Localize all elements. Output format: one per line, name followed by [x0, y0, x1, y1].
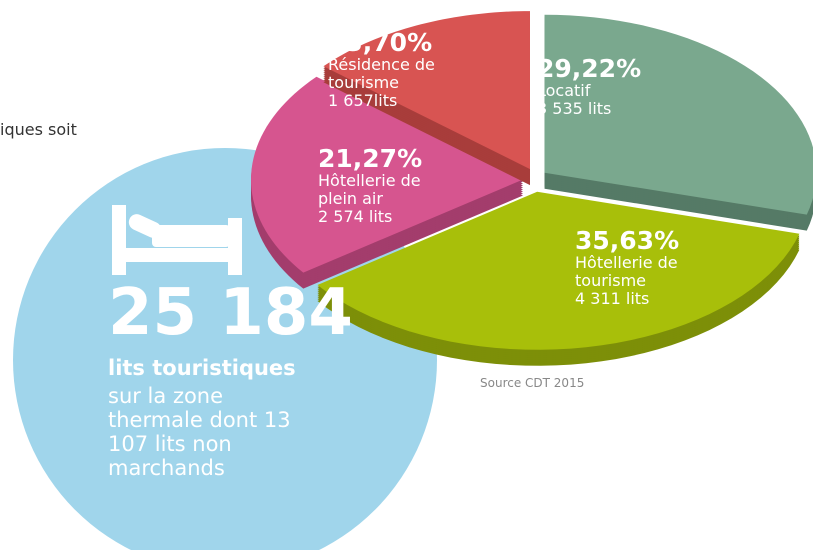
total-value: 25 184 [108, 276, 353, 350]
slice-label: 29,22% Locatif 3 535 lits [537, 56, 667, 118]
intro-fragment: iques soit [0, 120, 77, 139]
slice [251, 76, 524, 273]
slice-name: Résidence de tourisme [328, 55, 435, 92]
slice-label: 13,70% Résidence de tourisme 1 657lits [328, 30, 458, 110]
slice-beds: 1 657lits [328, 91, 398, 110]
slice-label: 21,27% Hôtellerie de plein air 2 574 lits [318, 146, 423, 226]
slice-beds: 3 535 lits [537, 99, 612, 118]
slice-percent: 13,70% [328, 28, 433, 57]
slice-percent: 21,27% [318, 144, 423, 173]
slice [317, 191, 800, 350]
slice-percent: 35,63% [575, 226, 680, 255]
slice-name: Hôtellerie de plein air [318, 171, 421, 208]
source: Source CDT 2015 [480, 376, 585, 390]
total-detail: sur la zone thermale dont 13 107 lits no… [108, 384, 291, 480]
slice-beds: 2 574 lits [318, 207, 393, 226]
slice-beds: 4 311 lits [575, 289, 650, 308]
bed-icon [112, 205, 242, 275]
slice-name: Hôtellerie de tourisme [575, 253, 678, 290]
total-label: lits touristiques [108, 356, 296, 380]
slice [544, 14, 813, 215]
slice-percent: 29,22% [537, 54, 642, 83]
slice-name: Locatif [537, 81, 591, 100]
slice [323, 11, 530, 170]
slice-label: 35,63% Hôtellerie de tourisme 4 311 lits [575, 228, 705, 308]
